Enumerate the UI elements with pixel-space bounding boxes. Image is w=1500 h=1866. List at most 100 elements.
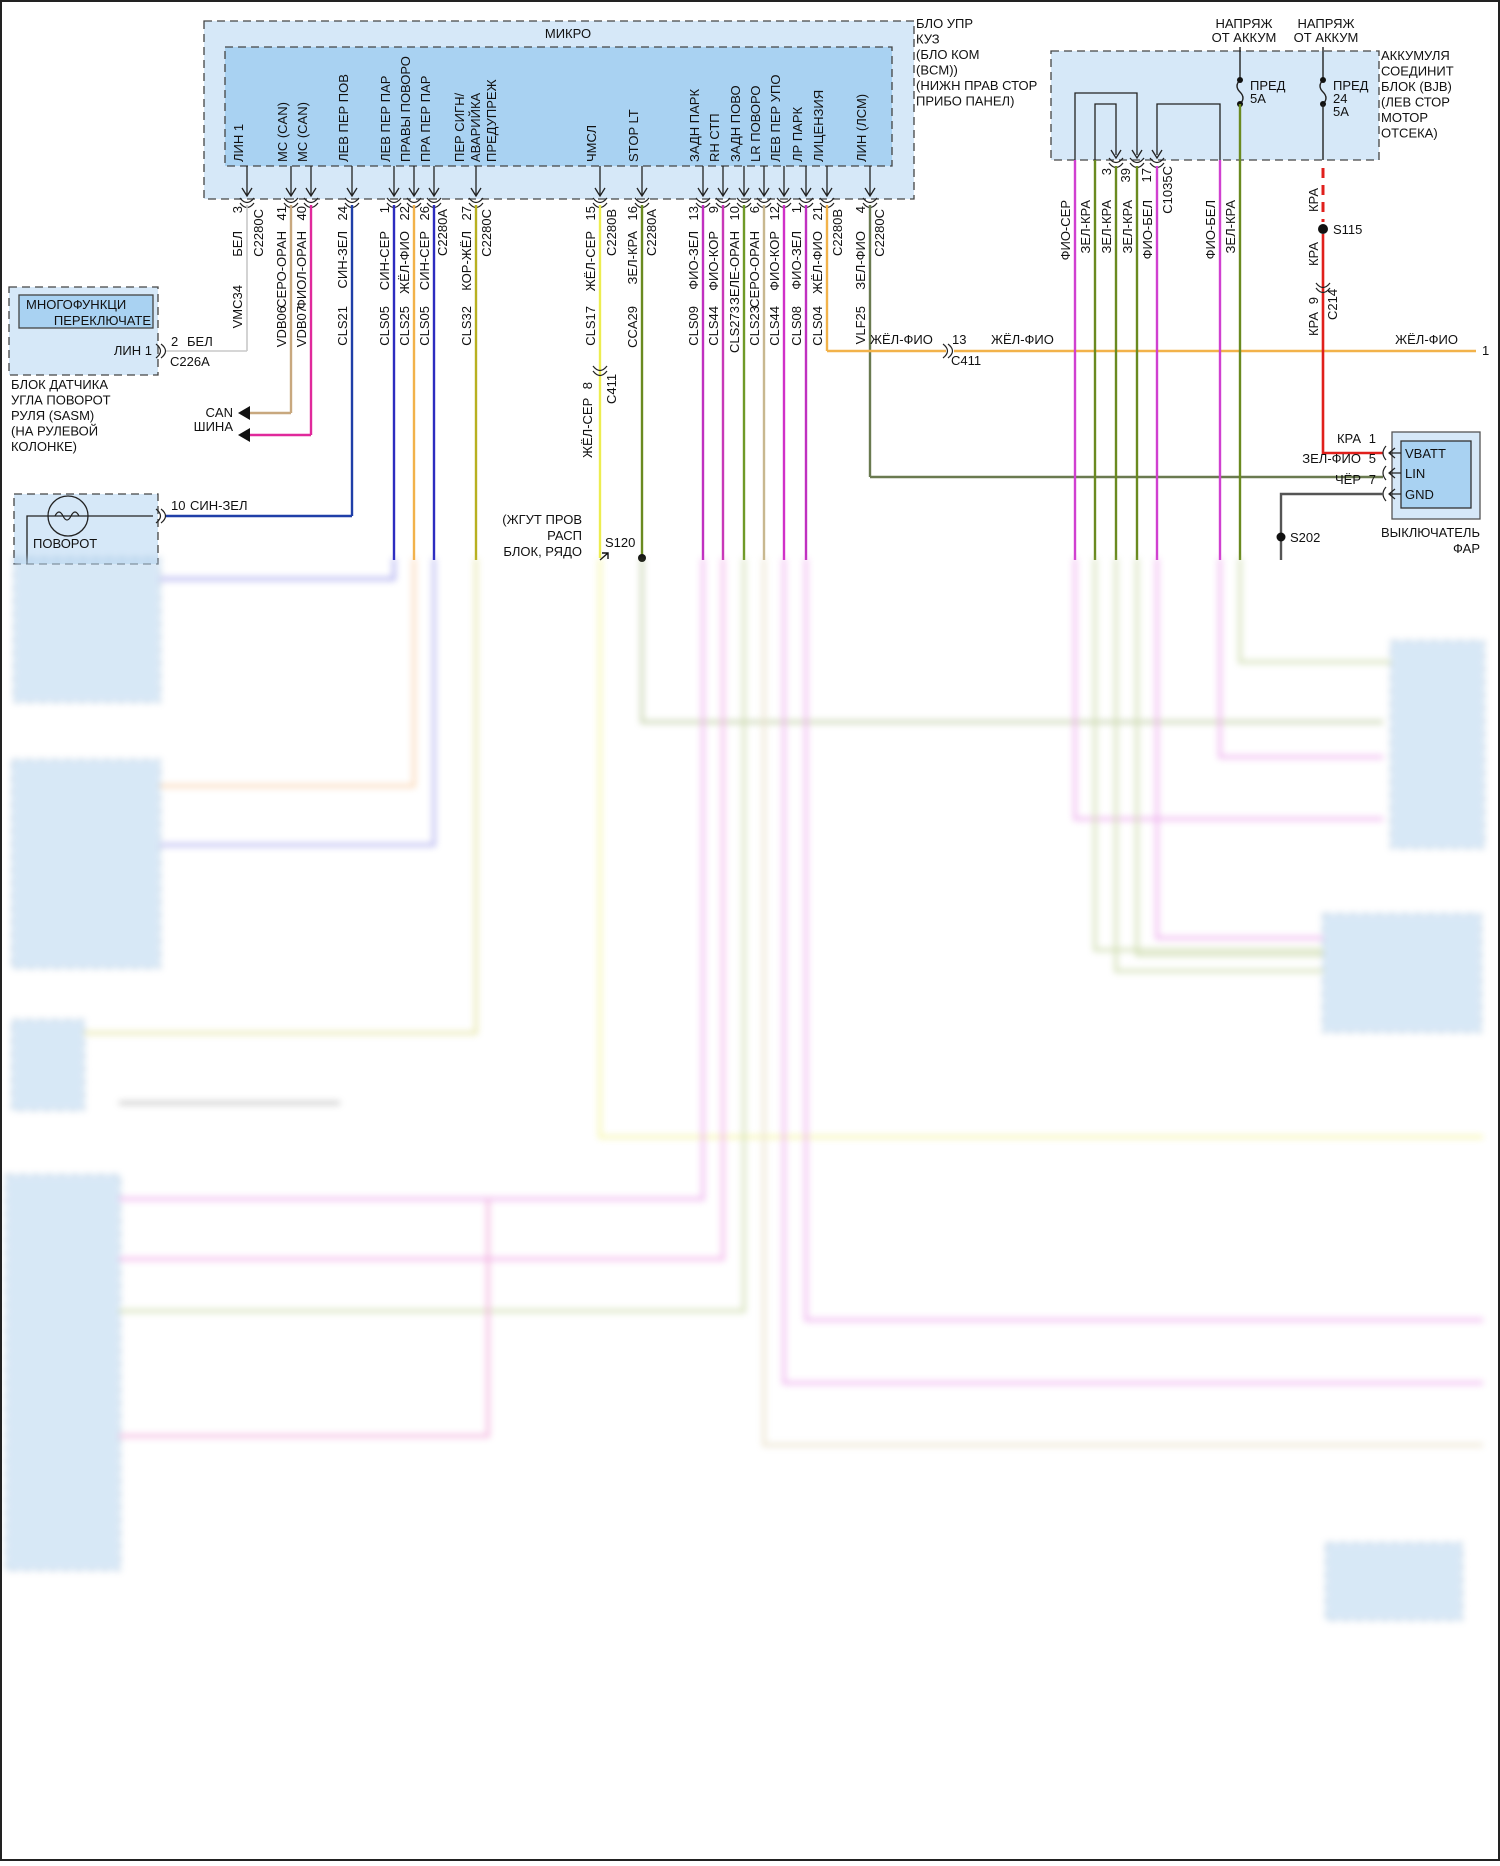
pin-arrow-icon (1110, 149, 1122, 160)
blurred-wire (1155, 558, 1323, 940)
bcm-signal-label: ПРА ПЕР ПАР (418, 76, 433, 162)
pin-number: 5 (1369, 451, 1376, 466)
fuse-label: 5A (1250, 91, 1266, 106)
wire-ground (1279, 492, 1383, 560)
wire-color-label: КРА (1306, 242, 1321, 266)
pin-number: 3 (1099, 168, 1114, 175)
bcm-signal-label: RH СТП (707, 113, 722, 162)
pin-arrow-icon (864, 166, 876, 198)
connector-label: C226A (170, 354, 210, 369)
wire-color-label: СИН-СЕР (377, 231, 392, 290)
blurred-wire (1114, 558, 1323, 973)
bjb-caption-line: (ЛЕВ СТОР (1381, 95, 1450, 110)
connector-label: C2280B (604, 209, 619, 256)
pin-number: 15 (583, 206, 598, 220)
wire-color-label: ЗЕЛ-КРА (1099, 200, 1114, 254)
blurred-wire (598, 558, 1483, 1139)
connector-label: C2280C (479, 209, 494, 257)
pin-number: 40 (294, 206, 309, 220)
blurred-wire (1135, 558, 1323, 957)
terminal-connector-icon (1382, 465, 1401, 481)
pin-arrow-icon (241, 166, 253, 198)
pin-number: 10 (727, 206, 742, 220)
circuit-label: CLS17 (583, 306, 598, 346)
pin-number: 21 (810, 206, 825, 220)
bjb-caption-line: МОТОР (1381, 110, 1428, 125)
can-bus-label: CAN (206, 405, 233, 420)
wire-color-label: ЗЕЛ-ФИО (853, 231, 868, 290)
battery-supply-label: ОТ АККУМ (1212, 30, 1277, 45)
circuit-label: CLS25 (397, 306, 412, 346)
blurred-component-box (1390, 640, 1485, 849)
bcm-micro-title: МИКРО (545, 26, 591, 41)
sasm-caption-line: БЛОК ДАТЧИКА (11, 377, 108, 392)
wire-color-label: КОР-ЖЁЛ (459, 231, 474, 291)
blurred-wire (119, 558, 746, 1313)
pin-arrow-icon (594, 166, 606, 198)
bjb-module-box (1050, 50, 1380, 161)
pin-arrow-icon (428, 166, 440, 198)
pin-number: 8 (580, 382, 595, 389)
bcm-signal-label: ЛИН (ЛСМ) (854, 94, 869, 162)
wire-color-label: ФИОЛ-ОРАН (294, 231, 309, 309)
blurred-wire (160, 558, 436, 847)
pin-arrow-icon (305, 166, 317, 198)
turn-switch-box (13, 493, 159, 565)
connector-label: C2280C (872, 209, 887, 257)
wire-color-label: ЗЕЛ-КРА (1223, 200, 1238, 254)
circuit-label: CCA29 (625, 306, 640, 348)
blurred-component-box (1325, 1542, 1463, 1621)
can-bus-label: ШИНА (194, 419, 234, 434)
headlamp-switch-caption: ВЫКЛЮЧАТЕЛЬ (1381, 525, 1480, 540)
bcm-signal-label: АВАРИЙКА (468, 92, 483, 162)
harness-note: РАСП (547, 528, 582, 543)
connector-symbol (942, 343, 954, 359)
pin-number: 12 (767, 206, 782, 220)
pin-number: 27 (459, 206, 474, 220)
pin-arrow-icon (388, 166, 400, 198)
bcm-signal-label: ЛЕВ ПЕР ПАР (378, 76, 393, 162)
wire-color-label: КРА (1337, 431, 1361, 446)
pin-number: 9 (1306, 297, 1321, 304)
sasm-pin-number: 2 (171, 334, 178, 349)
pin-number: 13 (952, 332, 966, 347)
pin-arrow-icon (636, 166, 648, 198)
bjb-caption-line: ОТСЕКА) (1381, 126, 1438, 141)
wire-color-label: СИН-СЕР (417, 231, 432, 290)
blurred-component-box (11, 759, 161, 969)
bcm-signal-label: ЛИЦЕНЗИЯ (811, 90, 826, 162)
circuit-label: CLS44 (706, 306, 721, 346)
blurred-component-box (13, 557, 161, 703)
pin-arrow-icon (1131, 149, 1143, 160)
wire-color-label: ФИО-ЗЕЛ (686, 231, 701, 290)
pin-number: 7 (1369, 472, 1376, 487)
lamp-filament-icon (54, 511, 80, 521)
bcm-signal-label: STOP LT (626, 109, 641, 162)
lamp-icon (47, 495, 89, 537)
bjb-internal-loop (1094, 103, 1117, 160)
blurred-wire (160, 558, 396, 581)
fuse-icon (1319, 79, 1327, 105)
bcm-signal-label: МС (CAN) (275, 102, 290, 162)
bcm-caption-line: БЛО УПР (916, 16, 973, 31)
blurred-wire (782, 558, 1483, 1385)
wire-color-label: СЕРО-ОРАН (747, 231, 762, 308)
circuit-label: CLS08 (789, 306, 804, 346)
multifunction-switch-box (18, 294, 154, 329)
fuse-icon (1236, 79, 1244, 105)
blurred-wire (119, 558, 725, 1261)
wire-color-label: ЖЁЛ-ФИО (870, 332, 933, 347)
wire-color-label: ЖЁЛ-ФИО (397, 231, 412, 294)
fuse-label: 5A (1333, 104, 1349, 119)
circuit-label: CLS32 (459, 306, 474, 346)
pin-number: 22 (397, 206, 412, 220)
connector-symbol (155, 508, 167, 524)
bcm-signal-label: ЛЕВ ПЕР УПО (768, 75, 783, 163)
blurred-wire (119, 1199, 490, 1438)
blurred-wire (762, 558, 1483, 1447)
reference-number: 1 (1482, 343, 1489, 358)
wire-color-label: ФИО-БЕЛ (1203, 200, 1218, 259)
headlamp-switch-caption: ФАР (1453, 541, 1480, 556)
wire-color-label: ФИО-БЕЛ (1140, 200, 1155, 259)
